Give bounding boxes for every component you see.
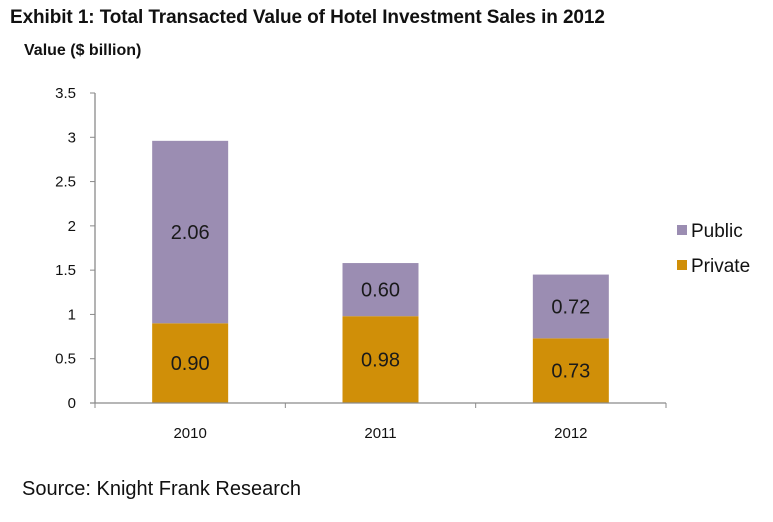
y-tick-label-0: 0 — [68, 395, 76, 412]
y-tick-label-2.5: 2.5 — [55, 174, 76, 191]
data-label-public-2011: 0.60 — [361, 280, 400, 302]
data-labels-layer: 0.90 2.06 0.98 0.60 0.73 0.72 — [171, 222, 591, 383]
y-tick-label-1.5: 1.5 — [55, 262, 76, 279]
chart-title: Exhibit 1: Total Transacted Value of Hot… — [10, 7, 605, 28]
bar-private-2012 — [532, 338, 609, 403]
legend-swatch-private — [677, 260, 687, 270]
axes-layer: 2010 2011 2012 0 0.5 1 1.5 2 2.5 3 3.5 — [55, 85, 667, 442]
x-tick-label-2010: 2010 — [173, 425, 206, 442]
data-label-private-2010: 0.90 — [171, 353, 210, 375]
legend: Public Private — [677, 221, 750, 277]
legend-swatch-public — [677, 225, 687, 235]
y-tick-label-3.5: 3.5 — [55, 85, 76, 102]
x-tick-label-2011: 2011 — [364, 425, 396, 442]
bar-private-2010 — [152, 323, 229, 403]
bar-private-2011 — [342, 316, 419, 403]
bar-public-2011 — [342, 263, 419, 317]
data-label-public-2012: 0.72 — [551, 296, 590, 318]
legend-label-private: Private — [691, 256, 750, 277]
y-tick-label-0.5: 0.5 — [55, 351, 76, 368]
source-note: Source: Knight Frank Research — [22, 478, 302, 500]
bar-public-2010 — [152, 140, 229, 324]
data-label-private-2011: 0.98 — [361, 350, 400, 372]
bars-layer — [152, 140, 609, 403]
y-tick-label-2: 2 — [68, 218, 76, 235]
legend-label-public: Public — [691, 221, 743, 242]
y-tick-label-1: 1 — [68, 306, 76, 323]
data-label-public-2010: 2.06 — [171, 222, 210, 244]
data-label-private-2012: 0.73 — [551, 361, 590, 383]
y-tick-label-3: 3 — [68, 129, 76, 146]
y-axis-label: Value ($ billion) — [24, 42, 142, 59]
bar-public-2012 — [532, 274, 609, 339]
x-tick-label-2012: 2012 — [554, 425, 587, 442]
